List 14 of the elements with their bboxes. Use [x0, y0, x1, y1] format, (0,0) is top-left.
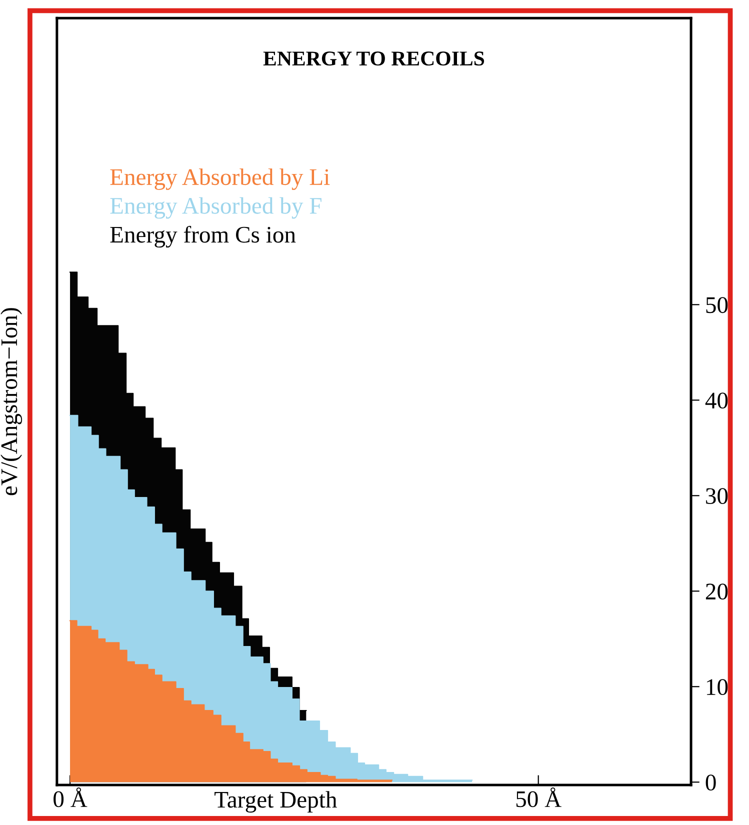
y-tick-label: 50 — [706, 297, 728, 314]
series-label: Energy from Cs ion — [110, 226, 296, 248]
y-tick-label: 10 — [706, 679, 728, 696]
y-tick-label: 20 — [706, 584, 728, 600]
y-tick-label: 0 — [706, 774, 716, 791]
x-tick-label: 50 Å — [516, 787, 562, 808]
x-tick-label: 0 Å — [54, 787, 88, 808]
y-axis-title: eV/(Angstrom−Ion) — [0, 308, 22, 496]
text: Energy Absorbed by Li — [110, 168, 330, 190]
y-tick-label: 40 — [705, 392, 728, 409]
x-axis-title: Target Depth — [214, 791, 337, 813]
text: ENERGY TO RECOILS — [263, 52, 484, 66]
text: Energy Absorbed by F — [110, 197, 322, 219]
y-tick-label: 30 — [706, 488, 728, 504]
